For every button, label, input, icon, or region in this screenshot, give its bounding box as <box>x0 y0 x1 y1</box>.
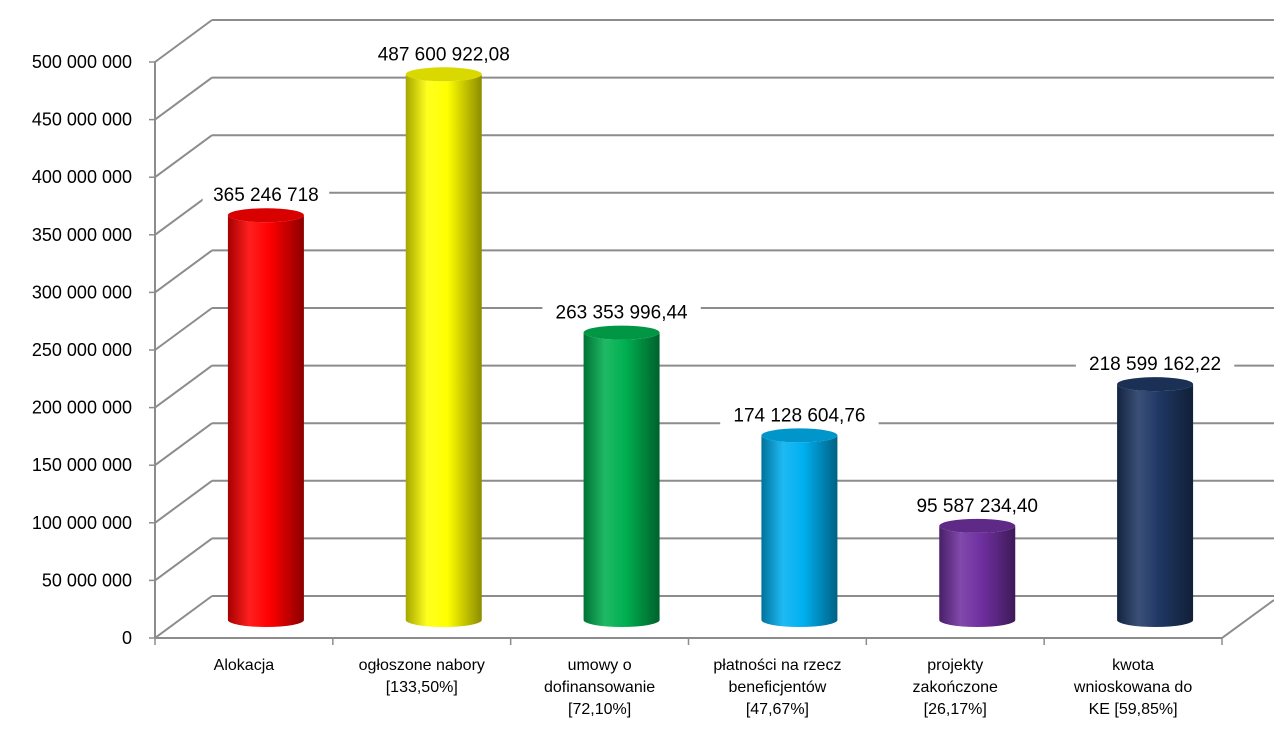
x-tick-label: umowy o dofinansowanie [72,10%] <box>544 657 655 718</box>
y-tick-label: 0 <box>122 628 132 648</box>
data-label-bg <box>202 181 330 208</box>
x-tick-label: kwota wnioskowana do KE [59,85%] <box>1073 657 1192 718</box>
gridline <box>154 19 1274 63</box>
bar <box>1117 384 1194 628</box>
x-tick-label: Alokacja <box>214 657 275 674</box>
data-label: 218 599 162,22 <box>1089 354 1221 375</box>
gridline <box>154 537 1274 582</box>
data-labels: 365 246 718 487 600 922,08 263 353 996,44 1… <box>202 40 1235 518</box>
gridline <box>154 76 1274 121</box>
gridline <box>154 134 1274 179</box>
bar-top <box>761 428 838 443</box>
data-label: 263 353 996,44 <box>556 303 689 324</box>
data-label: 174 128 604,76 <box>733 405 865 426</box>
bar-top <box>1117 377 1194 392</box>
axes <box>149 61 1274 645</box>
gridline <box>154 595 1274 639</box>
data-label: 95 587 234,40 <box>916 496 1038 517</box>
gridline <box>154 479 1274 524</box>
bar <box>405 74 482 628</box>
bar <box>761 435 838 628</box>
bar-top <box>227 208 304 223</box>
data-label-bg <box>1075 350 1235 377</box>
y-tick-label: 350 000 000 <box>32 225 132 245</box>
bar-top <box>583 325 660 340</box>
gridline <box>154 191 1274 236</box>
gridline <box>154 422 1274 467</box>
data-label: 487 600 922,08 <box>378 44 510 65</box>
y-tick-label: 150 000 000 <box>32 455 132 475</box>
data-label-bg <box>720 401 879 428</box>
y-tick-label: 200 000 000 <box>32 398 132 418</box>
floor-right-edge <box>1221 599 1274 639</box>
gridline <box>154 249 1274 294</box>
x-tick-label: projekty zakończone [26,17%] <box>913 657 998 718</box>
data-label: 365 246 718 <box>213 185 319 206</box>
y-tick-label: 450 000 000 <box>32 110 132 130</box>
x-tick-label: ogłoszone nabory [133,50%] <box>359 657 485 696</box>
y-tick-label: 250 000 000 <box>32 340 132 360</box>
bar-top <box>939 518 1016 533</box>
data-label-bg <box>364 40 523 67</box>
x-axis-tick-labels: Alokacja ogłoszone nabory [133,50%] umowy o… <box>214 657 1193 718</box>
gridline <box>154 307 1274 351</box>
bar-top <box>405 67 482 82</box>
y-tick-label: 500 000 000 <box>32 52 132 72</box>
x-tick-label: płatności na rzecz beneficjentów [47,67%] <box>713 657 841 718</box>
gridlines <box>154 19 1274 639</box>
y-axis-tick-labels: 0 50 000 000 100 000 000 150 000 000 200 000… <box>32 52 132 648</box>
y-tick-label: 100 000 000 <box>32 513 132 533</box>
bar <box>227 215 304 628</box>
data-label-bg <box>903 491 1052 518</box>
y-tick-label: 400 000 000 <box>32 167 132 187</box>
data-label-bg <box>542 298 701 325</box>
y-tick-label: 300 000 000 <box>32 282 132 302</box>
bar <box>939 525 1016 628</box>
y-tick-label: 50 000 000 <box>42 570 132 590</box>
bars <box>227 67 1194 628</box>
bar <box>583 332 660 628</box>
